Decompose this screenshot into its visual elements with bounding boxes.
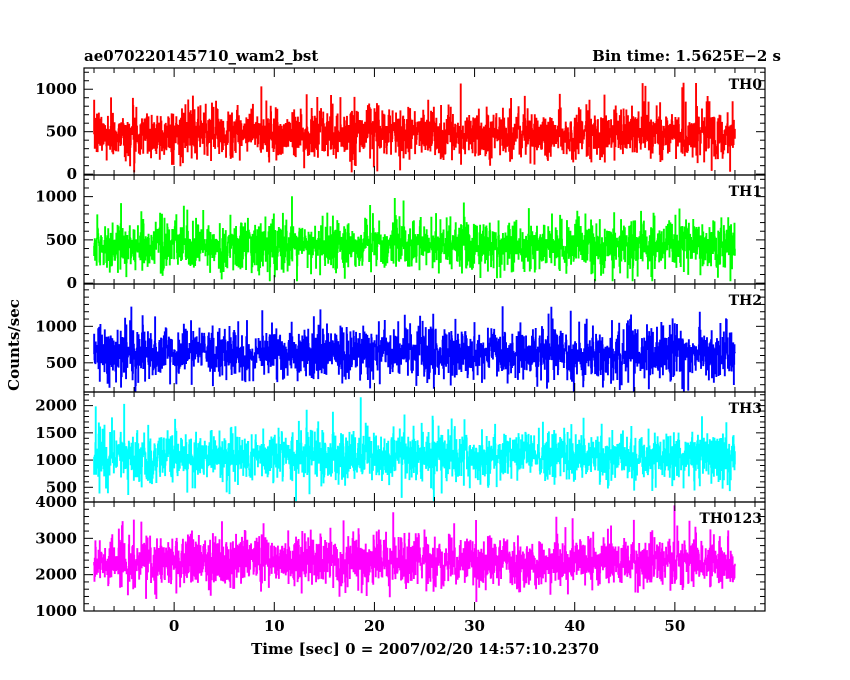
- panel-th1: 0 500 1000 TH1: [35, 174, 766, 292]
- y-tick-label: 0: [67, 165, 77, 183]
- series-line-th2: [93, 306, 736, 392]
- chart-title-right: Bin time: 1.5625E−2 s: [592, 47, 781, 65]
- panel-th0: 0 500 1000 TH0: [35, 67, 766, 183]
- panel-frame: [83, 501, 766, 612]
- y-tick-label: 0: [67, 274, 77, 292]
- series-line-th0: [93, 82, 736, 173]
- y-tick-label: 500: [46, 478, 77, 496]
- x-tick-label: 20: [364, 617, 385, 635]
- y-tick-label: 1000: [35, 317, 77, 335]
- series-label-th3: TH3: [729, 401, 762, 417]
- y-tick-label: 4000: [35, 493, 77, 511]
- series-label-th0123: TH0123: [699, 511, 762, 527]
- y-tick-label: 2000: [35, 397, 77, 415]
- y-tick-label: 1500: [35, 424, 77, 442]
- series-line-th3: [93, 397, 736, 502]
- y-tick-label: 1000: [35, 602, 77, 620]
- y-tick-label: 500: [46, 123, 77, 141]
- panel-th0123: 1000 2000 3000 4000 TH0123: [35, 493, 766, 620]
- y-tick-label: 3000: [35, 529, 77, 547]
- y-tick-label: 1000: [35, 80, 77, 98]
- series-label-th0: TH0: [729, 77, 763, 93]
- chart-title-left: ae070220145710_wam2_bst: [84, 47, 318, 65]
- y-tick-label: 500: [46, 231, 77, 249]
- y-axis-label: Counts/sec: [5, 299, 23, 391]
- x-tick-label: 50: [664, 617, 685, 635]
- x-tick-label: 40: [564, 617, 585, 635]
- series-line-th1: [93, 196, 736, 282]
- panel-th2: 500 1000 TH2: [35, 283, 766, 393]
- x-tick-labels: 0 10 20 30 40 50: [169, 617, 685, 635]
- x-axis-label: Time [sec] 0 = 2007/02/20 14:57:10.2370: [251, 640, 599, 658]
- series-label-th2: TH2: [729, 293, 762, 309]
- y-tick-label: 1000: [35, 451, 77, 469]
- series-label-th1: TH1: [729, 184, 762, 200]
- x-tick-label: 10: [264, 617, 285, 635]
- series-line-th0123: [93, 505, 736, 602]
- x-tick-label: 30: [464, 617, 485, 635]
- x-tick-label: 0: [169, 617, 179, 635]
- panel-th3: 500 1000 1500 2000 TH3: [35, 391, 766, 503]
- y-tick-label: 2000: [35, 566, 77, 584]
- y-tick-label: 500: [46, 354, 77, 372]
- y-tick-label: 1000: [35, 188, 77, 206]
